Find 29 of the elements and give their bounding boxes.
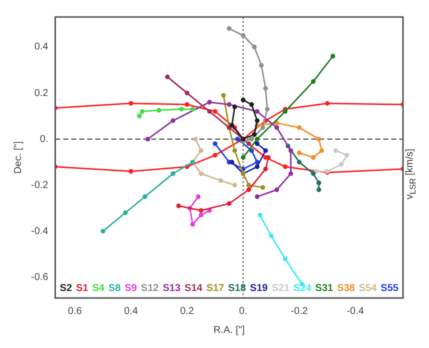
y-axis-title: Dec. ["] bbox=[12, 141, 24, 174]
y-tick-label: -0.2 bbox=[30, 180, 49, 191]
x-tick-label: 0.6 bbox=[68, 306, 82, 317]
y-tick-label: 0.4 bbox=[34, 42, 49, 53]
text: S19 bbox=[250, 282, 268, 294]
text: S55 bbox=[380, 282, 399, 294]
text: S4 bbox=[92, 282, 105, 294]
x-tick-label: -0.4 bbox=[346, 306, 364, 317]
text: S17 bbox=[206, 282, 225, 294]
x-tick-label: 0.4 bbox=[124, 306, 138, 317]
text: S8 bbox=[108, 282, 122, 294]
y-tick-label: -0.6 bbox=[30, 272, 49, 284]
text: S18 bbox=[228, 282, 246, 294]
x-tick-label: 0. bbox=[238, 306, 248, 317]
text: S31 bbox=[315, 282, 334, 294]
x-axis-title: R.A. ["] bbox=[213, 324, 245, 336]
y-tick-label: 0. bbox=[40, 134, 48, 145]
text: S14 bbox=[184, 282, 203, 294]
text: S54 bbox=[358, 282, 378, 294]
text: S2 bbox=[60, 282, 72, 294]
y-tick-label: -0.4 bbox=[30, 226, 49, 237]
text: S13 bbox=[162, 282, 181, 294]
text: S1 bbox=[76, 282, 89, 294]
text: S12 bbox=[140, 282, 160, 294]
text: S38 bbox=[337, 282, 356, 294]
text: S9 bbox=[124, 282, 138, 294]
y-tick-label: 0.2 bbox=[34, 88, 49, 99]
x-tick-label: 0.2 bbox=[180, 306, 194, 317]
x-tick-label: -0.2 bbox=[290, 306, 308, 317]
